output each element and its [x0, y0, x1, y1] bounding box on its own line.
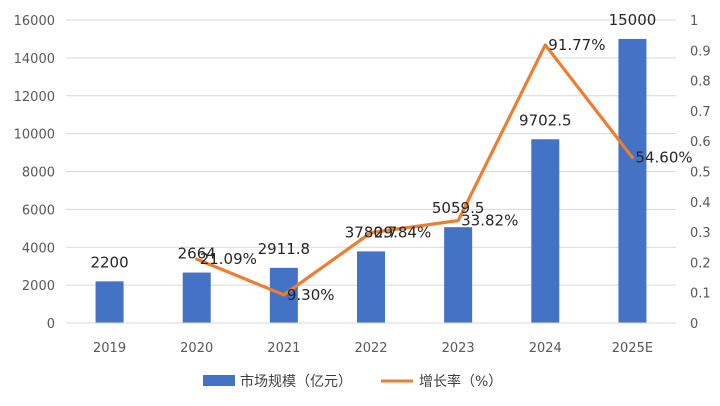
- x-axis-tick-label: 2023: [442, 341, 475, 356]
- right-axis-tick-label: 0.9: [690, 44, 711, 59]
- x-axis: 2019 2020 2021 2022 2023 2024 2025E: [66, 322, 676, 356]
- x-axis-tick-label: 2019: [93, 341, 126, 356]
- legend: 市场规模（亿元） 增长率（%）: [203, 373, 502, 390]
- x-axis-tick-label: 2025E: [612, 341, 653, 356]
- x-axis-tick-label: 2024: [529, 341, 562, 356]
- right-axis-tick-label: 0: [690, 317, 698, 332]
- right-axis-tick-label: 0.5: [690, 166, 711, 181]
- bar-data-label: 5059.5: [432, 199, 485, 217]
- right-axis-tick-label: 0.7: [690, 105, 711, 120]
- legend-bar-swatch: [203, 375, 235, 386]
- left-axis-tick-label: 2000: [22, 279, 55, 294]
- right-axis-ticks: 0 0.1 0.2 0.3 0.4 0.5 0.6 0.7 0.8 0.9 1: [690, 14, 711, 332]
- line-data-labels: 21.09% 9.30% 29.84% 33.82% 91.77% 54.60%: [200, 36, 693, 304]
- left-axis-tick-label: 4000: [22, 241, 55, 256]
- legend-line-label: 增长率（%）: [419, 373, 502, 390]
- line-data-label: 91.77%: [548, 36, 605, 54]
- left-axis-tick-label: 14000: [14, 52, 55, 67]
- right-axis-tick-label: 0.8: [690, 75, 711, 90]
- line-data-label: 54.60%: [635, 149, 692, 167]
- right-axis-tick-label: 0.2: [690, 256, 711, 271]
- line-series: [195, 43, 635, 297]
- bar: [95, 281, 124, 323]
- bar-series: [95, 38, 647, 323]
- growth-rate-line: [195, 43, 635, 297]
- line-data-label: 29.84%: [374, 224, 431, 242]
- right-axis-tick-label: 0.4: [690, 196, 711, 211]
- bar: [531, 139, 560, 323]
- line-data-label: 9.30%: [287, 286, 335, 304]
- right-axis-tick-label: 0.1: [690, 287, 711, 302]
- bar-data-label: 15000: [609, 11, 657, 29]
- bar-data-label: 2664: [178, 245, 216, 263]
- x-axis-tick-label: 2022: [354, 341, 387, 356]
- bar: [357, 251, 385, 323]
- left-axis-tick-label: 10000: [14, 128, 55, 143]
- left-axis-tick-label: 6000: [22, 203, 55, 218]
- line-data-label: 33.82%: [461, 212, 518, 230]
- bar-data-labels: 2200 2664 2911.8 3780.7 5059.5 9702.5 15000: [90, 11, 656, 271]
- bar: [444, 227, 473, 323]
- x-axis-tick-label: 2020: [180, 341, 213, 356]
- bar-data-label: 2200: [90, 253, 128, 271]
- x-axis-tick-label: 2021: [267, 341, 300, 356]
- line-data-label: 21.09%: [200, 250, 257, 268]
- left-axis-tick-label: 12000: [14, 90, 55, 105]
- legend-bar-label: 市场规模（亿元）: [240, 373, 352, 390]
- right-axis-tick-label: 1: [690, 14, 698, 29]
- left-axis-tick-label: 0: [47, 317, 55, 332]
- right-axis-tick-label: 0.6: [690, 135, 711, 150]
- left-axis-ticks: 0 2000 4000 6000 8000 10000 12000 14000 16000: [14, 14, 55, 332]
- bar-data-label: 9702.5: [519, 111, 572, 129]
- gridlines: [66, 19, 676, 324]
- bar: [618, 38, 647, 323]
- right-axis-tick-label: 0.3: [690, 226, 711, 241]
- bar-data-label: 2911.8: [258, 240, 311, 258]
- bar-data-label: 3780.7: [345, 223, 398, 241]
- left-axis-tick-label: 16000: [14, 14, 55, 29]
- bar: [182, 272, 211, 323]
- left-axis-tick-label: 8000: [22, 166, 55, 181]
